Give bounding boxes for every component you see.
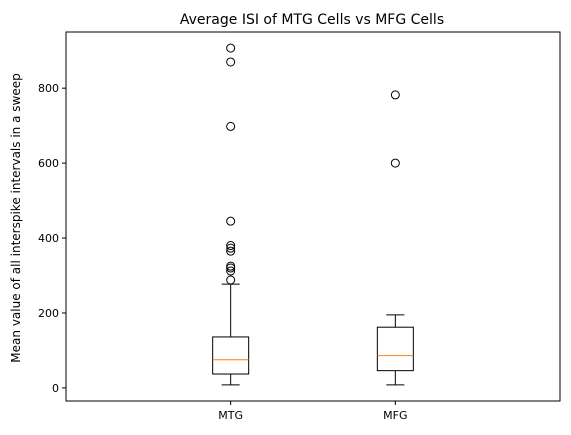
outlier-mfg — [390, 90, 400, 100]
y-tick-label: 600 — [38, 157, 59, 170]
plot-frame — [65, 31, 561, 402]
y-tick-label: 200 — [38, 307, 59, 320]
y-tick-label: 800 — [38, 82, 59, 95]
chart-title: Average ISI of MTG Cells vs MFG Cells — [180, 12, 444, 28]
outlier-mfg — [390, 158, 400, 168]
outlier-mtg — [226, 216, 236, 226]
outlier-mtg — [226, 121, 236, 131]
outlier-mtg — [226, 243, 236, 253]
outlier-mtg — [226, 241, 236, 251]
outlier-mtg — [226, 266, 236, 276]
x-tick-label-mtg: MTG — [218, 409, 243, 422]
outlier-mtg — [226, 57, 236, 67]
outlier-mtg — [226, 275, 236, 285]
outlier-mtg — [226, 43, 236, 53]
outlier-mtg — [226, 246, 236, 256]
plot-area: 0 200 400 600 800 MTG MFG — [38, 31, 561, 422]
box-mfg — [376, 326, 414, 372]
y-tick-label: 0 — [52, 382, 59, 395]
outlier-mtg — [226, 261, 236, 271]
y-tick-label: 400 — [38, 232, 59, 245]
y-axis-label: Mean value of all interspike intervals i… — [9, 73, 23, 362]
x-tick-label-mfg: MFG — [383, 409, 407, 422]
box-mtg — [212, 336, 250, 375]
